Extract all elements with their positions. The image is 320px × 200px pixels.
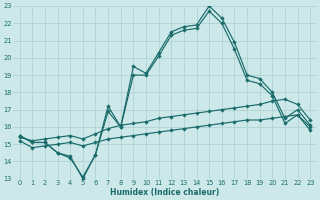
X-axis label: Humidex (Indice chaleur): Humidex (Indice chaleur) [110,188,220,197]
